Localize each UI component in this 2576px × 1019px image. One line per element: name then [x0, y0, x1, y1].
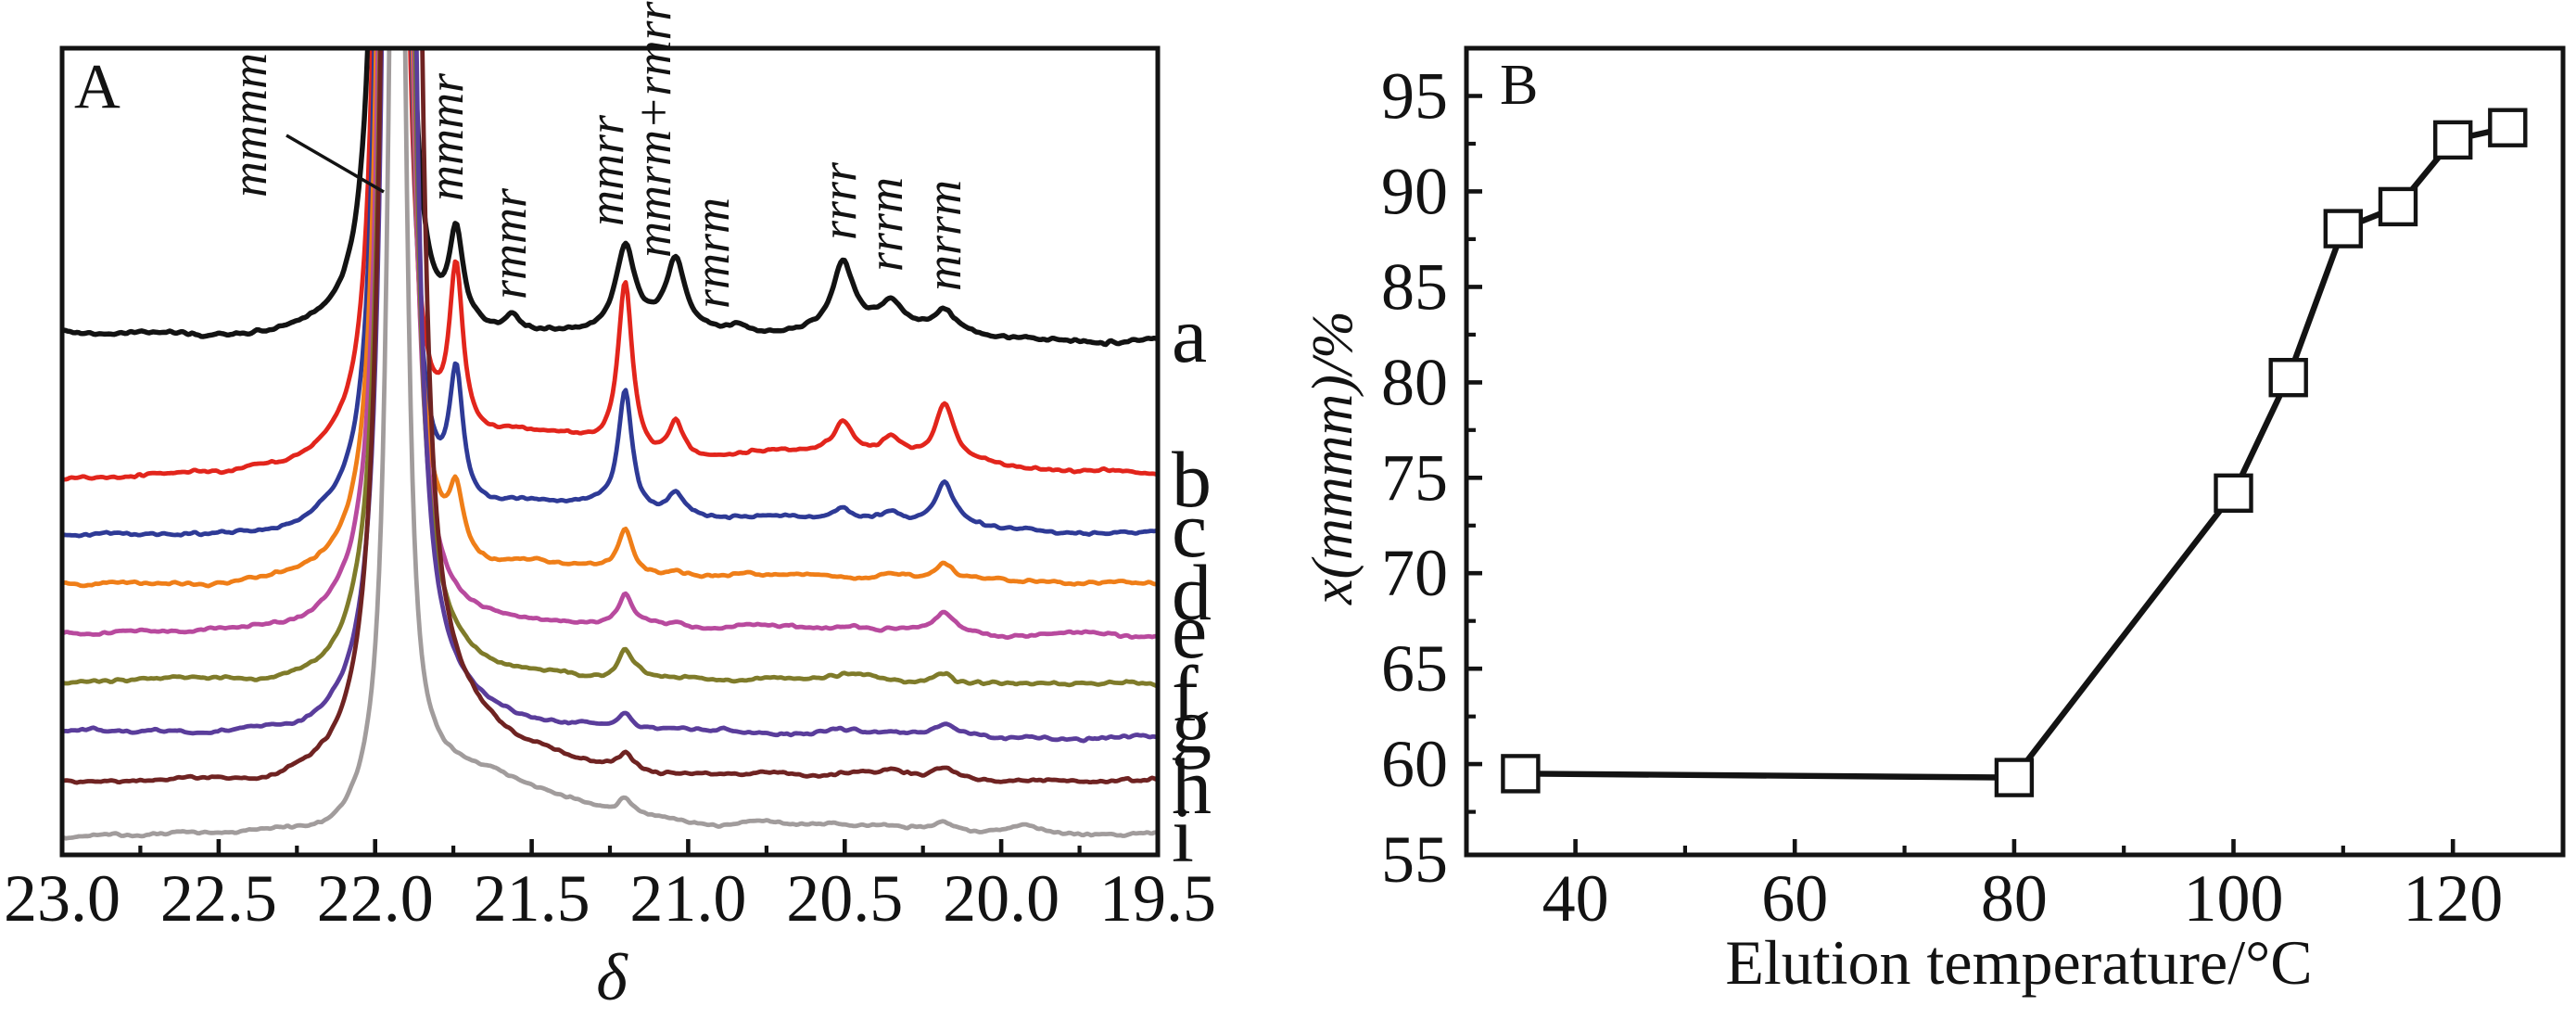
svg-text:23.0: 23.0 [4, 861, 121, 936]
svg-text:22.0: 22.0 [317, 861, 434, 936]
svg-text:20.0: 20.0 [943, 861, 1060, 936]
svg-text:i: i [1172, 790, 1194, 879]
svg-text:75: 75 [1381, 440, 1448, 515]
svg-text:e: e [1172, 586, 1207, 675]
svg-text:19.5: 19.5 [1099, 861, 1216, 936]
svg-text:g: g [1172, 681, 1212, 770]
svg-text:rmmr: rmmr [481, 187, 537, 299]
svg-text:f: f [1172, 649, 1199, 738]
svg-text:A: A [74, 51, 121, 121]
svg-text:120: 120 [2403, 861, 2503, 936]
svg-text:a: a [1172, 290, 1207, 379]
svg-text:90: 90 [1381, 154, 1448, 228]
svg-text:b: b [1172, 435, 1212, 524]
svg-text:60: 60 [1761, 861, 1828, 936]
svg-text:δ: δ [596, 940, 628, 1014]
svg-text:mmrr: mmrr [578, 114, 634, 226]
svg-text:x(mmmm)/%: x(mmmm)/% [1301, 311, 1364, 605]
svg-text:80: 80 [1381, 345, 1448, 419]
svg-text:B: B [1500, 54, 1538, 117]
svg-text:c: c [1172, 485, 1207, 574]
svg-text:21.0: 21.0 [629, 861, 746, 936]
svg-text:21.5: 21.5 [474, 861, 590, 936]
svg-text:60: 60 [1381, 727, 1448, 801]
svg-text:40: 40 [1542, 861, 1609, 936]
svg-text:Elution temperature/°C: Elution temperature/°C [1725, 927, 2312, 998]
svg-text:70: 70 [1381, 536, 1448, 610]
svg-text:22.5: 22.5 [160, 861, 277, 936]
svg-text:mmmm: mmmm [222, 53, 277, 197]
svg-text:rrrr: rrrr [811, 161, 867, 240]
svg-text:65: 65 [1381, 631, 1448, 706]
svg-text:95: 95 [1381, 59, 1448, 134]
svg-text:80: 80 [1981, 861, 2048, 936]
svg-text:mrrm: mrrm [916, 180, 971, 291]
svg-text:20.5: 20.5 [786, 861, 903, 936]
svg-text:55: 55 [1381, 822, 1448, 897]
svg-text:100: 100 [2184, 861, 2284, 936]
svg-text:mmrm+rmrr: mmrm+rmrr [626, 1, 681, 258]
svg-text:85: 85 [1381, 249, 1448, 324]
svg-text:h: h [1172, 742, 1212, 831]
svg-text:rrrm: rrrm [857, 177, 913, 272]
svg-text:rmrm: rmrm [684, 197, 740, 309]
svg-text:mmmr: mmmr [418, 72, 474, 201]
svg-text:d: d [1172, 548, 1212, 637]
